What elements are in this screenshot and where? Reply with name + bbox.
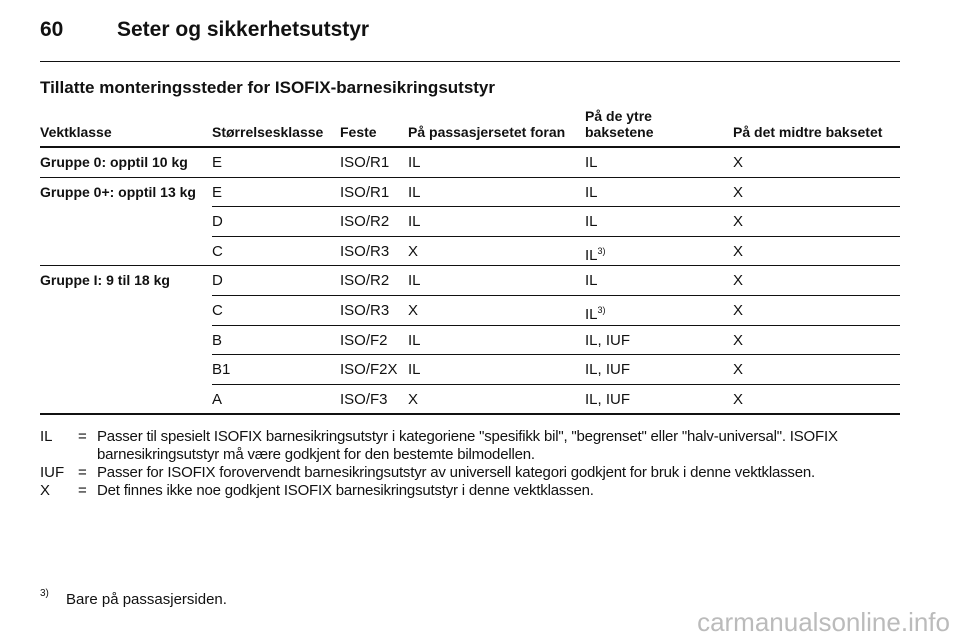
footnote-text: Bare på passasjersiden. [66,591,227,608]
cell: E [212,154,223,171]
cell: X [408,302,419,319]
cell: A [212,390,223,408]
legend-separator: = [78,464,87,481]
cell: X [733,390,744,408]
cell: IL [408,361,421,379]
cell: C [212,242,223,260]
cell: X [733,213,744,231]
footnote-mark: 3) [40,588,49,599]
header-rule [40,61,900,62]
page-title: Seter og sikkerhetsutstyr [117,18,370,41]
cell: X [408,242,419,260]
row-rule [40,413,900,415]
legend-text: Passer til spesielt ISOFIX barnesikrings… [97,428,838,463]
column-header: Størrelsesklasse [212,124,324,140]
row-rule [212,384,900,385]
cell: B [212,331,223,349]
cell: IL [408,213,421,231]
row-rule [212,295,900,296]
cell: ISO/R2 [340,272,390,290]
cell: IL [408,272,421,290]
cell: X [733,154,744,171]
group-label: Gruppe 0+: opptil 13 kg [40,183,196,200]
legend-separator: = [78,428,87,445]
cell: IL [408,331,421,349]
cell: IL [585,154,598,171]
cell: IL [585,183,598,201]
footnote-ref: 3) [597,305,606,315]
cell: ISO/R3 [340,302,390,319]
cell: IL [585,213,598,231]
row-rule [212,236,900,237]
group-label: Gruppe 0: opptil 10 kg [40,154,188,170]
legend-text: Det finnes ikke noe godkjent ISOFIX barn… [97,482,594,499]
cell: IL [585,272,598,290]
cell: X [733,242,744,260]
cell: ISO/R1 [340,183,390,201]
group-label: Gruppe I: 9 til 18 kg [40,272,170,289]
cell: IL, IUF [585,390,631,408]
cell: IL3) [585,237,606,270]
cell: X [733,302,744,319]
cell: ISO/F2X [340,361,398,379]
cell: ISO/R2 [340,213,390,231]
cell: C [212,302,223,319]
row-rule [40,265,900,266]
cell: X [733,361,744,379]
cell-text: IL [585,306,598,323]
row-rule [212,206,900,207]
cell: IL, IUF [585,331,631,349]
row-rule [40,177,900,178]
cell: ISO/F3 [340,390,388,408]
cell: ISO/R3 [340,242,390,260]
page-number: 60 [40,18,64,41]
header-rule [40,146,900,148]
legend-abbr: IL [40,428,53,445]
cell: ISO/R1 [340,154,390,171]
cell: X [733,183,744,201]
column-header: På passasjersetet foran [408,124,566,140]
cell: ISO/F2 [340,331,388,349]
cell: X [733,272,744,290]
cell: B1 [212,361,231,379]
cell: IL3) [585,296,606,329]
column-header: På det midtre baksetet [733,124,883,140]
cell: E [212,183,223,201]
legend-abbr: X [40,482,51,499]
cell: X [408,390,419,408]
cell: IL, IUF [585,361,631,379]
column-header: Feste [340,124,377,140]
column-header: På de ytre baksetene [585,108,654,140]
legend-separator: = [78,482,87,499]
watermark: carmanualsonline.info [697,607,950,637]
cell: D [212,213,223,231]
cell: X [733,331,744,349]
cell-text: IL [585,246,598,264]
legend-text: Passer for ISOFIX forovervendt barnesikr… [97,464,815,481]
cell: IL [408,183,421,201]
footnote-ref: 3) [597,245,606,256]
legend-abbr: IUF [40,464,65,481]
column-header: Vektklasse [40,124,112,140]
row-rule [212,325,900,326]
row-rule [212,354,900,355]
cell: IL [408,154,421,171]
cell: D [212,272,223,290]
section-title: Tillatte monteringssteder for ISOFIX-bar… [40,78,496,97]
